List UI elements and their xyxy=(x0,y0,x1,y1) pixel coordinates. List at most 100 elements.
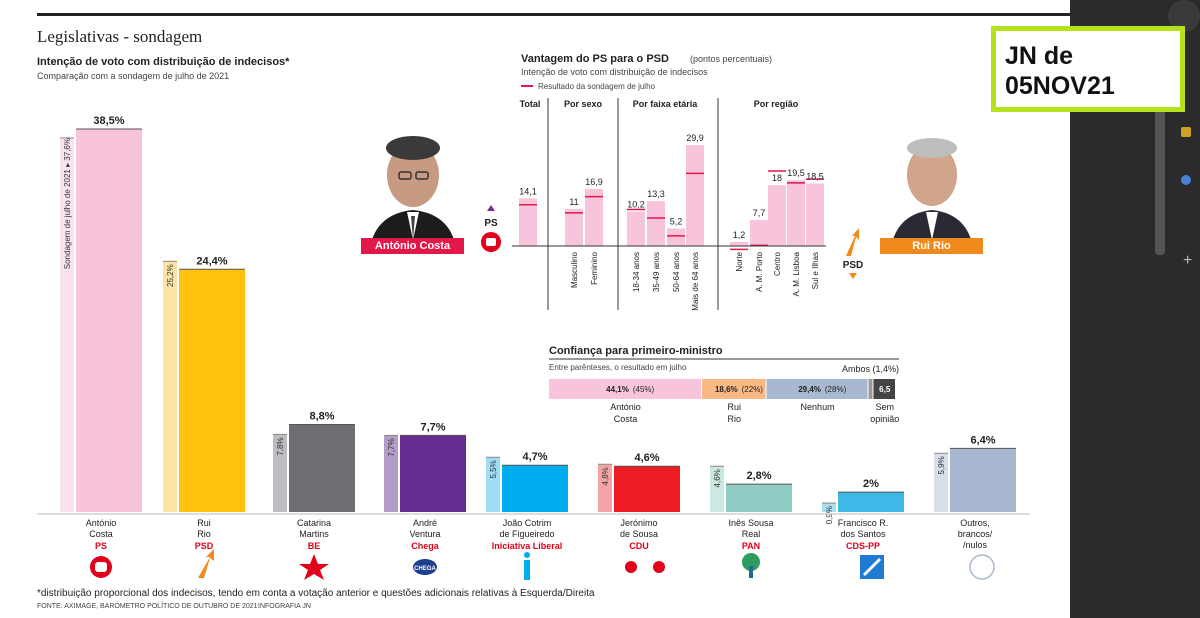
confidence-value-2: 29,4% xyxy=(798,385,821,394)
scrollbar[interactable] xyxy=(1155,40,1165,255)
july-label-be: 7,8% xyxy=(276,437,285,455)
name2-cdu: de Sousa xyxy=(620,529,658,539)
value-label-cdu: 4,6% xyxy=(634,452,659,464)
july-label-chega: 7,7% xyxy=(387,438,396,456)
july-label-outros: 5,9% xyxy=(937,456,946,474)
name3-outros: /nulos xyxy=(963,540,988,550)
advantage-cat-2-0: 18-34 anos xyxy=(632,252,641,292)
party-label-be: BE xyxy=(308,541,321,551)
advantage-cat-3-2: Centro xyxy=(773,251,782,276)
advantage-value-3-4: 18,5 xyxy=(806,172,824,182)
name1-pan: Inês Sousa xyxy=(728,518,773,528)
il-logo-icon xyxy=(524,560,530,580)
top-rule xyxy=(37,13,1070,16)
party-label-cds: CDS-PP xyxy=(846,541,880,551)
advantage-cat-3-1: A. M. Porto xyxy=(755,251,764,292)
confidence-title: Confiança para primeiro-ministro xyxy=(549,345,723,357)
party-label-il: Iniciativa Liberal xyxy=(492,541,563,551)
footer-note: *distribuição proporcional dos indecisos… xyxy=(37,588,595,599)
name2-ps: Costa xyxy=(89,529,113,539)
cdu-hammer-icon xyxy=(625,561,637,573)
advantage-cat-3-4: Sul e Ilhas xyxy=(811,252,820,289)
advantage-group-3: Por região xyxy=(754,99,799,109)
plus-icon[interactable]: + xyxy=(1183,252,1193,269)
portrait-left-image xyxy=(361,130,464,254)
july-bar-psd xyxy=(163,261,177,512)
july-bar-be xyxy=(273,434,287,512)
advantage-bar-3-4 xyxy=(806,183,824,246)
name2-outros: brancos/ xyxy=(958,529,993,539)
advantage-up-arrow-icon xyxy=(487,205,495,211)
advantage-title: Vantagem do PS para o PSD xyxy=(521,53,669,65)
advantage-value-0-0: 14,1 xyxy=(519,186,537,196)
advantage-group-2: Por faixa etária xyxy=(633,99,699,109)
advantage-ps-fist-icon xyxy=(486,238,496,246)
main-subtitle: Intenção de voto com distribuição de ind… xyxy=(37,56,290,68)
confidence-subtitle: Entre parênteses, o resultado em julho xyxy=(549,363,687,372)
bookmark-icon[interactable] xyxy=(1181,127,1191,137)
advantage-bar-2-2 xyxy=(667,228,685,246)
advantage-value-2-2: 5,2 xyxy=(670,216,683,226)
main-comparison: Comparação com a sondagem de julho de 20… xyxy=(37,71,230,81)
advantage-group-1: Por sexo xyxy=(564,99,603,109)
advantage-down-arrow-icon xyxy=(849,273,857,279)
confidence-value-0: 44,1% xyxy=(606,385,629,394)
advantage-title-suffix: (pontos percentuais) xyxy=(690,54,772,64)
page-title: Legislativas - sondagem xyxy=(37,27,203,46)
july-label-il: 5,5% xyxy=(489,460,498,478)
advantage-value-1-0: 11 xyxy=(569,197,578,207)
bar-cds xyxy=(838,492,904,512)
jn-date-box: JN de 05NOV21 xyxy=(991,26,1185,112)
portrait-left-name: António Costa xyxy=(361,238,464,254)
value-label-be: 8,8% xyxy=(309,410,334,422)
july-axis-label: Sondagem de julho de 2021 ▸ 37,6% xyxy=(63,138,72,269)
party-label-chega: Chega xyxy=(411,541,440,551)
name2-psd: Rio xyxy=(197,529,211,539)
advantage-value-1-1: 16,9 xyxy=(585,177,603,187)
confidence-name2-4: opinião xyxy=(870,414,899,424)
value-label-ps: 38,5% xyxy=(93,115,124,127)
bar-ps xyxy=(76,129,142,512)
confidence-segment-3 xyxy=(868,379,873,399)
confidence-segment-4 xyxy=(873,379,895,399)
confidence-name1-4: Sem xyxy=(875,402,894,412)
portrait-right-image xyxy=(880,130,983,254)
advantage-bar-0-0 xyxy=(519,198,537,246)
advantage-cat-2-3: Mais de 64 anos xyxy=(691,252,700,311)
july-bar-il xyxy=(486,457,500,512)
july-label-cdu: 4,8% xyxy=(601,467,610,485)
name2-be: Martins xyxy=(299,529,329,539)
advantage-cat-3-3: A. M. Lisboa xyxy=(792,251,801,296)
party-label-cdu: CDU xyxy=(629,541,649,551)
name2-il: de Figueiredo xyxy=(499,529,554,539)
pan-logo-icon xyxy=(742,553,760,571)
advantage-value-2-1: 13,3 xyxy=(647,189,665,199)
advantage-down-label: PSD xyxy=(843,260,864,271)
refresh-icon[interactable] xyxy=(1181,175,1191,185)
name1-chega: André xyxy=(413,518,437,528)
confidence-segment-0 xyxy=(549,379,702,399)
confidence-segment-2 xyxy=(766,379,868,399)
advantage-bar-3-0 xyxy=(730,241,748,246)
advantage-bar-2-1 xyxy=(647,201,665,246)
advantage-up-label: PS xyxy=(484,218,498,229)
bar-chega xyxy=(400,435,466,512)
confidence-segment-1 xyxy=(702,379,766,399)
others-logo-icon xyxy=(969,554,995,580)
confidence-value-4: 6,5 xyxy=(879,385,891,394)
value-label-il: 4,7% xyxy=(522,451,547,463)
pan-trunk-icon xyxy=(749,566,753,578)
name1-ps: António xyxy=(86,518,117,528)
july-bar-cds xyxy=(822,503,836,512)
name1-be: Catarina xyxy=(297,518,331,528)
name1-outros: Outros, xyxy=(960,518,990,528)
advantage-group-0: Total xyxy=(520,99,541,109)
advantage-cat-2-1: 35-49 anos xyxy=(652,252,661,292)
name2-pan: Real xyxy=(742,529,761,539)
confidence-name1-0: António xyxy=(610,402,641,412)
value-label-cds: 2% xyxy=(863,478,879,490)
confidence-name1-1: Rui xyxy=(728,402,742,412)
portrait-rui-rio: Rui Rio xyxy=(880,130,983,254)
cdu-flower-icon xyxy=(653,561,665,573)
